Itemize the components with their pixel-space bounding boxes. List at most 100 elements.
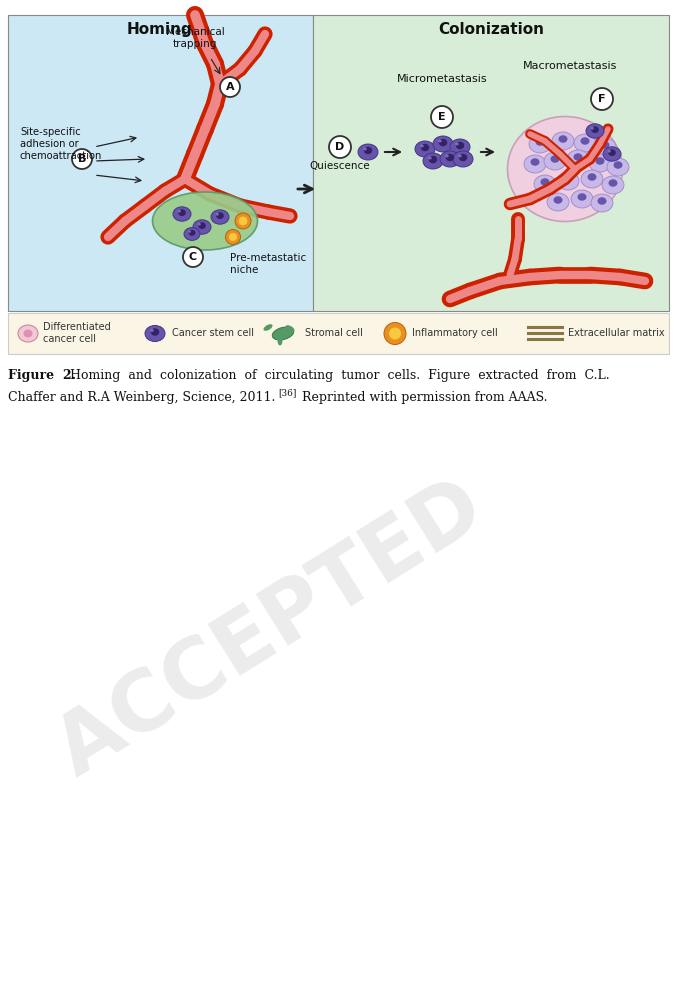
Ellipse shape [607, 158, 629, 176]
Ellipse shape [559, 135, 567, 143]
Circle shape [220, 77, 240, 97]
Ellipse shape [188, 231, 191, 233]
Ellipse shape [438, 140, 442, 143]
Text: Homing: Homing [127, 22, 193, 37]
Ellipse shape [589, 154, 611, 172]
Text: [36]: [36] [278, 388, 297, 397]
Ellipse shape [596, 157, 605, 165]
Ellipse shape [286, 326, 294, 332]
Ellipse shape [458, 155, 462, 158]
Ellipse shape [544, 152, 566, 170]
Ellipse shape [364, 147, 372, 154]
Ellipse shape [573, 153, 582, 161]
Ellipse shape [145, 326, 165, 342]
Ellipse shape [552, 132, 574, 150]
Ellipse shape [429, 156, 437, 163]
Text: B: B [78, 154, 86, 164]
Ellipse shape [600, 141, 609, 149]
Text: Colonization: Colonization [438, 22, 544, 37]
Text: Inflammatory cell: Inflammatory cell [412, 329, 498, 339]
Circle shape [183, 247, 203, 267]
Ellipse shape [211, 210, 229, 224]
Ellipse shape [529, 135, 551, 153]
Text: A: A [225, 82, 234, 92]
Circle shape [329, 136, 351, 158]
Text: Chaffer and R.A Weinberg, Science, 2011.: Chaffer and R.A Weinberg, Science, 2011. [8, 391, 276, 404]
Ellipse shape [364, 148, 367, 151]
Text: Stromal cell: Stromal cell [305, 329, 363, 339]
Ellipse shape [18, 325, 38, 342]
Ellipse shape [453, 151, 473, 167]
Circle shape [389, 328, 401, 340]
Text: Differentiated
cancer cell: Differentiated cancer cell [43, 323, 111, 345]
Ellipse shape [508, 117, 622, 222]
Ellipse shape [603, 147, 621, 161]
Circle shape [72, 149, 92, 169]
Text: Site-specific
adhesion or
chemoattraction: Site-specific adhesion or chemoattractio… [20, 127, 102, 162]
FancyBboxPatch shape [313, 15, 669, 311]
Ellipse shape [445, 154, 454, 161]
Text: Cancer stem cell: Cancer stem cell [172, 329, 254, 339]
Ellipse shape [577, 193, 586, 201]
Ellipse shape [581, 170, 603, 188]
Ellipse shape [216, 213, 219, 216]
Ellipse shape [540, 178, 550, 186]
Ellipse shape [433, 136, 453, 152]
Ellipse shape [602, 176, 624, 194]
Text: Pre-metastatic
niche: Pre-metastatic niche [230, 253, 306, 275]
Ellipse shape [429, 157, 432, 160]
Ellipse shape [580, 137, 590, 145]
Ellipse shape [574, 134, 596, 152]
Ellipse shape [178, 210, 181, 213]
Text: F: F [598, 94, 606, 104]
Ellipse shape [198, 223, 201, 226]
Ellipse shape [24, 330, 32, 338]
FancyBboxPatch shape [8, 313, 669, 354]
Ellipse shape [440, 151, 460, 167]
Text: Quiescence: Quiescence [309, 161, 370, 171]
Text: Reprinted with permission from AAAS.: Reprinted with permission from AAAS. [298, 391, 548, 404]
Circle shape [384, 323, 406, 345]
Ellipse shape [608, 149, 616, 156]
Ellipse shape [554, 196, 563, 204]
Ellipse shape [456, 142, 464, 149]
Ellipse shape [178, 209, 185, 216]
Circle shape [238, 217, 247, 226]
Ellipse shape [263, 325, 273, 331]
Ellipse shape [152, 192, 257, 250]
Text: Homing  and  colonization  of  circulating  tumor  cells.  Figure  extracted  fr: Homing and colonization of circulating t… [62, 369, 609, 382]
Ellipse shape [609, 179, 617, 187]
Ellipse shape [567, 150, 589, 168]
Ellipse shape [193, 220, 211, 234]
Ellipse shape [415, 141, 435, 157]
Text: ACCEPTED: ACCEPTED [43, 466, 499, 793]
Ellipse shape [591, 126, 599, 133]
Text: Extracellular matrix: Extracellular matrix [568, 329, 665, 339]
Circle shape [431, 106, 453, 128]
Ellipse shape [571, 190, 593, 208]
Circle shape [229, 233, 237, 241]
Text: Mechanical
trapping: Mechanical trapping [166, 27, 224, 49]
Ellipse shape [420, 145, 424, 148]
Ellipse shape [547, 193, 569, 211]
Ellipse shape [459, 154, 467, 161]
Ellipse shape [198, 222, 206, 229]
Ellipse shape [588, 173, 596, 181]
Circle shape [235, 213, 251, 229]
Ellipse shape [150, 329, 154, 332]
Ellipse shape [439, 139, 447, 146]
Text: Micrometastasis: Micrometastasis [397, 74, 487, 84]
Ellipse shape [536, 138, 544, 146]
Ellipse shape [531, 158, 540, 166]
Ellipse shape [445, 155, 449, 158]
Text: Macrometastasis: Macrometastasis [523, 61, 617, 71]
Ellipse shape [423, 153, 443, 169]
Ellipse shape [613, 161, 622, 169]
Ellipse shape [420, 144, 429, 151]
Ellipse shape [216, 212, 224, 219]
Ellipse shape [591, 194, 613, 212]
Ellipse shape [151, 329, 159, 336]
Text: Figure  2.: Figure 2. [8, 369, 76, 382]
Ellipse shape [594, 138, 616, 156]
Ellipse shape [557, 172, 579, 190]
